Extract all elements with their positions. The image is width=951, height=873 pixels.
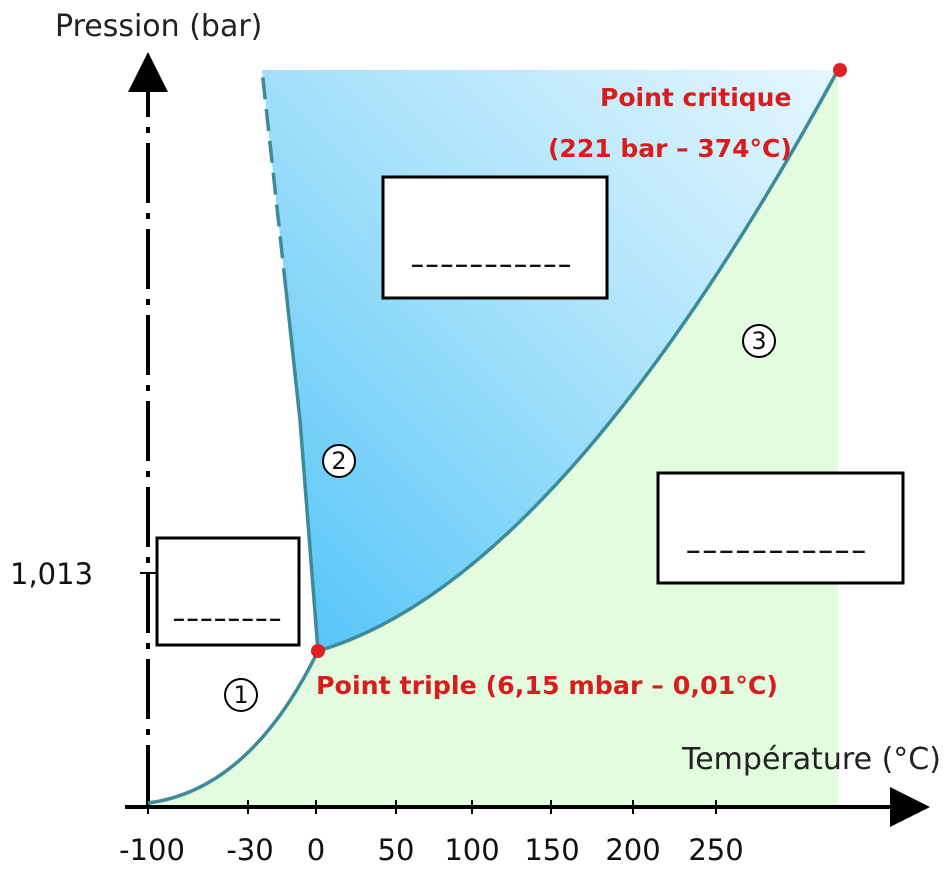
liquid-box-blank: ----------- — [410, 247, 572, 281]
gas-label-box[interactable] — [656, 471, 905, 585]
y-axis-label: Pression (bar) — [55, 9, 262, 44]
fusion-curve-dashed — [260, 69, 288, 291]
curve-marker-1: 1 — [224, 678, 258, 712]
fusion-curve — [284, 289, 320, 652]
sublimation-curve — [147, 650, 320, 805]
gas-box-blank: ----------- — [685, 533, 867, 567]
critical-point — [833, 63, 847, 77]
x-tick-label: 100 — [444, 833, 499, 867]
critical-point-title: Point critique — [600, 83, 791, 112]
x-tick-label: -30 — [226, 833, 273, 867]
x-tick-label: 200 — [605, 833, 660, 867]
triple-point-label: Point triple (6,15 mbar – 0,01°C) — [316, 671, 778, 700]
triple-point — [311, 644, 325, 658]
x-tick-label: 150 — [524, 833, 579, 867]
x-axis-label: Température (°C) — [681, 742, 941, 777]
vaporization-curve — [317, 69, 840, 653]
gas-region — [148, 70, 838, 807]
x-tick-labels: -100 -30 0 50 100 150 200 250 — [119, 833, 744, 867]
curve-number: 3 — [751, 327, 766, 355]
x-ticks — [147, 800, 717, 814]
y-tick-label: 1,013 — [10, 557, 93, 591]
curve-number: 2 — [331, 447, 346, 475]
x-tick-label: -100 — [119, 833, 185, 867]
curve-number: 1 — [233, 681, 248, 709]
liquid-label-box[interactable] — [381, 175, 609, 300]
curve-marker-3: 3 — [742, 324, 776, 358]
solid-label-box[interactable] — [155, 536, 301, 647]
x-tick-label: 50 — [378, 833, 415, 867]
x-tick-label: 0 — [307, 833, 325, 867]
x-tick-label: 250 — [688, 833, 743, 867]
curve-marker-2: 2 — [322, 444, 356, 478]
solid-box-blank: -------- — [172, 601, 282, 635]
critical-point-values: (221 bar – 374°C) — [548, 134, 792, 163]
